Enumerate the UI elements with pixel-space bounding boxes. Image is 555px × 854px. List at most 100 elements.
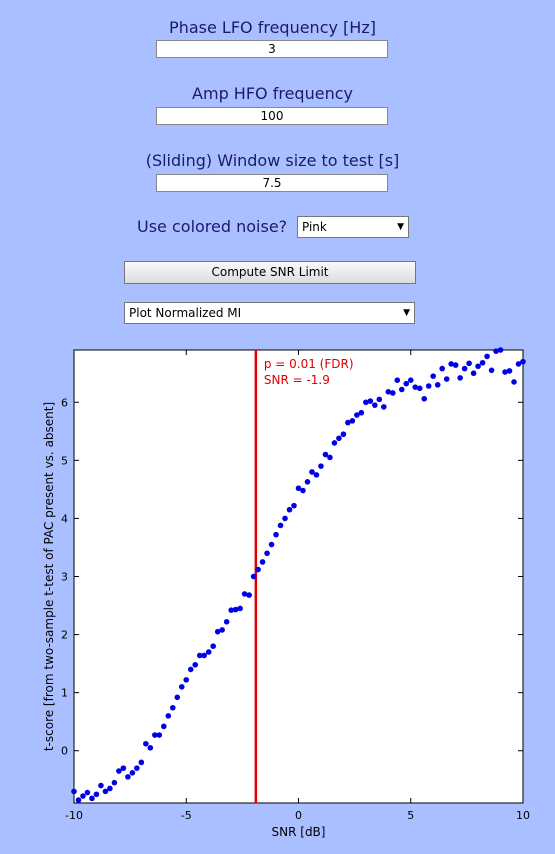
data-point xyxy=(282,515,288,522)
data-point xyxy=(268,541,275,548)
data-point xyxy=(381,404,387,410)
data-point xyxy=(71,788,77,795)
data-point xyxy=(161,723,167,730)
data-point xyxy=(394,377,401,383)
x-axis-label: SNR [dB] xyxy=(272,825,326,839)
data-point xyxy=(89,795,95,802)
data-point xyxy=(116,768,122,774)
data-point xyxy=(98,782,104,789)
data-point xyxy=(152,732,158,738)
data-point xyxy=(470,370,477,377)
data-point xyxy=(363,399,369,406)
data-point xyxy=(183,677,190,683)
data-point xyxy=(143,740,149,747)
data-point xyxy=(506,368,513,374)
data-point xyxy=(264,550,270,557)
data-point xyxy=(475,363,481,370)
data-point xyxy=(398,386,405,393)
y-tick-label: 1 xyxy=(61,687,68,700)
data-point xyxy=(273,531,279,538)
data-point xyxy=(376,396,383,403)
data-point xyxy=(201,652,208,659)
data-point xyxy=(466,360,472,367)
data-point xyxy=(309,469,315,475)
y-tick-label: 5 xyxy=(61,454,68,467)
data-point xyxy=(295,485,302,492)
data-point xyxy=(237,605,243,612)
data-point xyxy=(125,774,131,780)
data-point xyxy=(219,627,225,633)
data-point xyxy=(488,367,495,374)
plot-type-select[interactable]: Plot Normalized MI ▼ xyxy=(124,302,415,324)
data-point xyxy=(223,619,230,625)
annotation-snr: SNR = -1.9 xyxy=(264,373,330,387)
data-point xyxy=(156,732,163,738)
data-point xyxy=(210,643,216,649)
chevron-down-icon: ▼ xyxy=(403,308,410,318)
chevron-down-icon: ▼ xyxy=(397,222,404,232)
data-point xyxy=(385,389,392,395)
data-point xyxy=(318,463,324,469)
data-point xyxy=(102,788,109,795)
data-point xyxy=(192,661,199,668)
data-point xyxy=(286,506,293,513)
data-point xyxy=(93,791,100,798)
data-point xyxy=(358,409,365,416)
data-point xyxy=(403,380,410,387)
data-point xyxy=(425,383,432,389)
y-tick-label: 3 xyxy=(61,571,68,584)
y-tick-label: 0 xyxy=(61,745,68,758)
data-point xyxy=(430,373,437,379)
data-point xyxy=(165,713,172,719)
data-point xyxy=(443,376,450,382)
data-point xyxy=(389,390,396,396)
data-point xyxy=(187,666,194,673)
data-point xyxy=(214,628,221,635)
data-point xyxy=(511,379,517,385)
data-point xyxy=(205,649,212,655)
data-point xyxy=(515,361,522,367)
data-point xyxy=(349,418,356,424)
data-point xyxy=(412,384,419,390)
window-size-label: (Sliding) Window size to test [s] xyxy=(145,151,400,170)
data-point xyxy=(111,779,118,786)
data-point xyxy=(354,412,360,418)
y-tick-label: 2 xyxy=(61,629,68,642)
data-point xyxy=(120,765,127,771)
phase-lfo-input[interactable]: 3 xyxy=(156,40,388,58)
data-point xyxy=(452,362,459,368)
data-point xyxy=(169,704,176,711)
data-point xyxy=(434,382,441,388)
data-point xyxy=(250,573,257,580)
amp-hfo-label: Amp HFO frequency xyxy=(192,84,353,103)
data-point xyxy=(277,522,284,529)
window-size-input[interactable]: 7.5 xyxy=(156,174,388,192)
snr-scatter-plot: -10 -5 0 5 10 0 1 2 3 4 5 6 SNR [dB] t-score [from tw… xyxy=(42,347,530,839)
data-point xyxy=(493,348,499,354)
data-point xyxy=(345,419,351,426)
data-point xyxy=(246,592,252,598)
data-point xyxy=(84,789,91,796)
data-point xyxy=(497,347,504,353)
annotation-p-value: p = 0.01 (FDR) xyxy=(264,357,354,371)
x-tick-label: 5 xyxy=(407,809,414,822)
amp-hfo-input[interactable]: 100 xyxy=(156,107,388,125)
compute-snr-button[interactable]: Compute SNR Limit xyxy=(124,261,416,284)
data-point xyxy=(80,793,86,799)
colored-noise-label: Use colored noise? xyxy=(137,217,288,236)
data-point xyxy=(134,765,140,771)
y-tick-label: 4 xyxy=(61,512,68,525)
y-tick-label: 6 xyxy=(61,396,68,409)
data-point xyxy=(372,402,378,408)
data-point xyxy=(502,369,508,375)
data-point xyxy=(291,502,297,509)
x-tick-label: -10 xyxy=(65,809,83,822)
data-point xyxy=(407,377,414,383)
x-tick-label: 0 xyxy=(295,809,302,822)
colored-noise-select[interactable]: Pink ▼ xyxy=(297,216,409,238)
data-point xyxy=(484,353,490,360)
data-point xyxy=(255,566,261,573)
data-point xyxy=(461,365,468,372)
colored-noise-value: Pink xyxy=(302,220,327,234)
data-point xyxy=(174,694,181,701)
